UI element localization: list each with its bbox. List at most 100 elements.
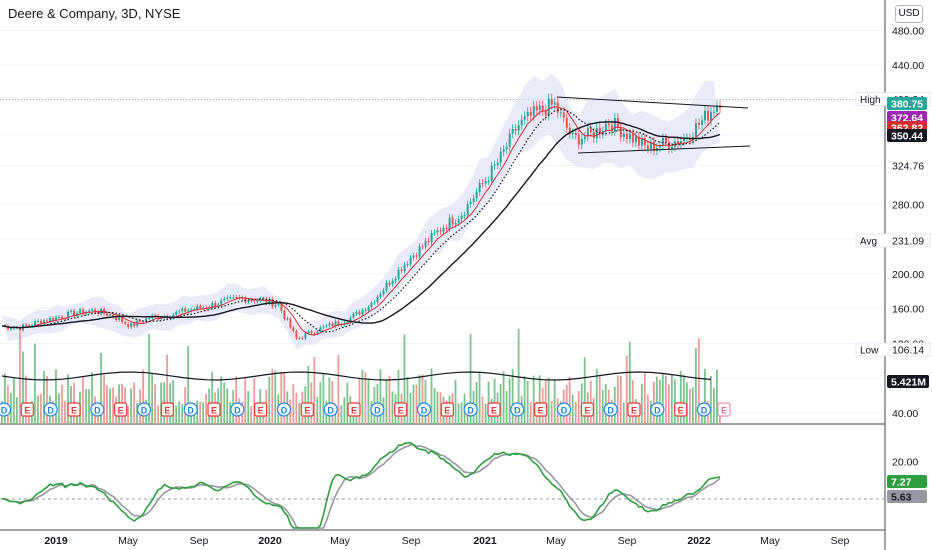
dividend-marker[interactable]: D — [323, 402, 338, 417]
candle-body — [499, 151, 502, 163]
trendlines[interactable] — [556, 96, 751, 154]
candle-body — [595, 127, 598, 139]
band-area — [2, 73, 720, 350]
earnings-marker[interactable]: E — [440, 402, 454, 417]
dividend-marker[interactable]: D — [416, 402, 432, 417]
price-black-badge: 350.44 — [887, 129, 927, 143]
dividend-marker[interactable]: D — [183, 402, 198, 417]
dividend-marker[interactable]: D — [276, 402, 292, 417]
dividend-marker[interactable]: D — [370, 402, 385, 417]
earnings-marker[interactable]: E — [347, 402, 361, 417]
earnings-marker-upcoming[interactable]: E — [717, 402, 731, 417]
candle-body — [400, 269, 403, 272]
dividend-marker[interactable]: D — [510, 402, 525, 417]
earnings-marker[interactable]: E — [580, 402, 594, 417]
candle-body — [187, 310, 190, 312]
currency-button[interactable]: USD — [895, 5, 923, 23]
volume-bar — [13, 378, 15, 424]
candle-body — [481, 183, 484, 185]
candle-body — [538, 105, 541, 111]
volume-bar — [136, 402, 138, 424]
dividend-marker[interactable]: D — [696, 402, 712, 417]
price-green-badge-box — [887, 97, 927, 110]
volume-bar — [712, 388, 715, 424]
event-letter: D — [654, 406, 661, 416]
earnings-marker[interactable]: E — [487, 402, 501, 417]
volume-bar — [250, 405, 253, 424]
dividend-marker[interactable]: D — [43, 402, 58, 417]
volume-bar — [151, 373, 154, 424]
earnings-marker[interactable]: E — [114, 402, 128, 417]
candle-body — [358, 311, 361, 315]
candle-body — [307, 331, 310, 334]
candle-body — [529, 111, 532, 116]
oscillator-pane — [0, 441, 885, 529]
candle-body — [487, 180, 490, 182]
candle-body — [268, 298, 271, 304]
volume-bar — [697, 338, 700, 424]
candle-body — [658, 145, 661, 148]
candle-body — [604, 123, 607, 132]
earnings-marker[interactable]: E — [67, 402, 81, 417]
volume-bar — [331, 381, 334, 424]
earnings-marker[interactable]: E — [20, 402, 34, 417]
candle-body — [715, 105, 718, 112]
event-letter: E — [678, 406, 684, 416]
candle-body — [319, 327, 322, 332]
earnings-marker[interactable]: E — [534, 402, 548, 417]
earnings-marker-box — [487, 402, 501, 417]
volume-bar — [715, 369, 718, 424]
volume-bar — [574, 401, 577, 424]
dividend-marker[interactable]: D — [90, 402, 105, 417]
earnings-marker[interactable]: E — [254, 402, 268, 417]
candle-body — [226, 297, 229, 299]
volume-bar — [655, 376, 658, 424]
candle-body — [631, 133, 634, 143]
candle-body — [142, 321, 145, 323]
dividend-marker[interactable]: D — [230, 402, 245, 417]
earnings-marker[interactable]: E — [160, 402, 174, 417]
candle-body — [391, 280, 394, 285]
time-tick-label: May — [546, 535, 567, 547]
candle-body — [424, 240, 427, 247]
candle-body — [112, 314, 115, 318]
candle-body — [34, 321, 37, 326]
volume-bar — [694, 348, 697, 424]
dividend-marker[interactable]: D — [136, 402, 152, 417]
dividend-marker[interactable]: D — [463, 402, 478, 417]
earnings-marker[interactable]: E — [674, 402, 688, 417]
volume-bar — [388, 375, 391, 424]
dividend-marker[interactable]: D — [650, 402, 665, 417]
earnings-marker[interactable]: E — [207, 402, 221, 417]
dividend-marker[interactable]: D — [603, 402, 618, 417]
candle-body — [457, 219, 460, 223]
candle-body — [124, 322, 127, 324]
event-letter: D — [327, 406, 334, 416]
bollinger-band — [2, 73, 720, 350]
volume-bar — [343, 397, 346, 424]
earnings-marker[interactable]: E — [394, 402, 408, 417]
dividend-marker[interactable]: D — [0, 402, 12, 417]
candle-body — [70, 310, 73, 312]
dividend-marker[interactable]: D — [556, 402, 572, 417]
event-letter: D — [467, 406, 474, 416]
volume-bar — [100, 352, 102, 424]
volume-bar — [679, 370, 682, 424]
earnings-marker[interactable]: E — [627, 402, 641, 417]
event-letter: D — [281, 406, 288, 416]
volume-bar — [247, 390, 250, 424]
candle-body — [58, 316, 61, 318]
candle-body — [448, 217, 451, 229]
ma-long — [1, 121, 721, 329]
candle-body — [541, 105, 544, 111]
volume-bar — [418, 375, 421, 424]
candle-body — [712, 111, 715, 113]
candle-body — [88, 310, 91, 313]
earnings-marker[interactable]: E — [300, 402, 314, 417]
candle-body — [676, 141, 679, 145]
osc-signal-line — [1, 443, 721, 529]
price-green-badge: 380.75 — [887, 97, 927, 111]
candle-body — [643, 138, 646, 146]
